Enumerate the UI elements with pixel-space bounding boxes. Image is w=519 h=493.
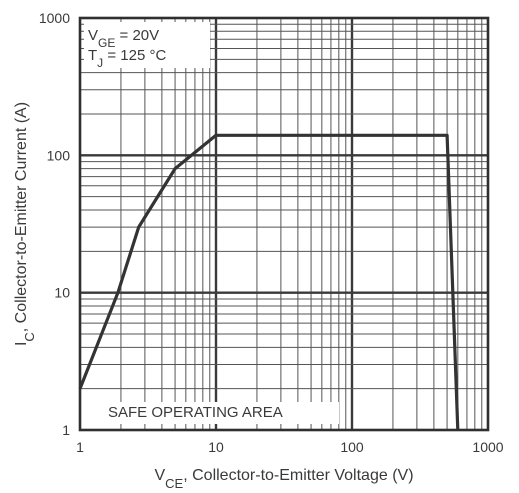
x-axis-title: VCE, Collector-to-Emitter Voltage (V): [154, 467, 413, 491]
soa-curve-layer: [78, 133, 460, 431]
x-tick-label: 1: [76, 439, 84, 455]
y-tick-label: 1000: [39, 10, 70, 26]
vge-label-background: [84, 22, 210, 68]
y-tick-label: 100: [47, 147, 71, 163]
soa-boundary-line: [78, 133, 460, 431]
y-axis-title: IC, Collector-to-Emitter Current (A): [13, 102, 37, 346]
annotations: VGE = 20V TJ = 125 °C SAFE OPERATING ARE…: [84, 22, 339, 424]
area-label-background: [103, 402, 339, 424]
tick-labels: 1 10 100 1000 1 10 100 1000: [39, 10, 504, 455]
x-tick-label: 100: [340, 439, 364, 455]
plot-frame: [78, 16, 490, 432]
tj-annotation: TJ = 125 °C: [88, 47, 166, 70]
y-tick-label: 10: [54, 285, 70, 301]
safe-operating-area-label: SAFE OPERATING AREA: [108, 404, 283, 421]
grid: [80, 18, 488, 430]
x-tick-label: 10: [208, 439, 224, 455]
y-tick-label: 1: [62, 422, 70, 438]
x-tick-label: 1000: [472, 439, 503, 455]
vge-annotation: VGE = 20V: [88, 27, 159, 50]
